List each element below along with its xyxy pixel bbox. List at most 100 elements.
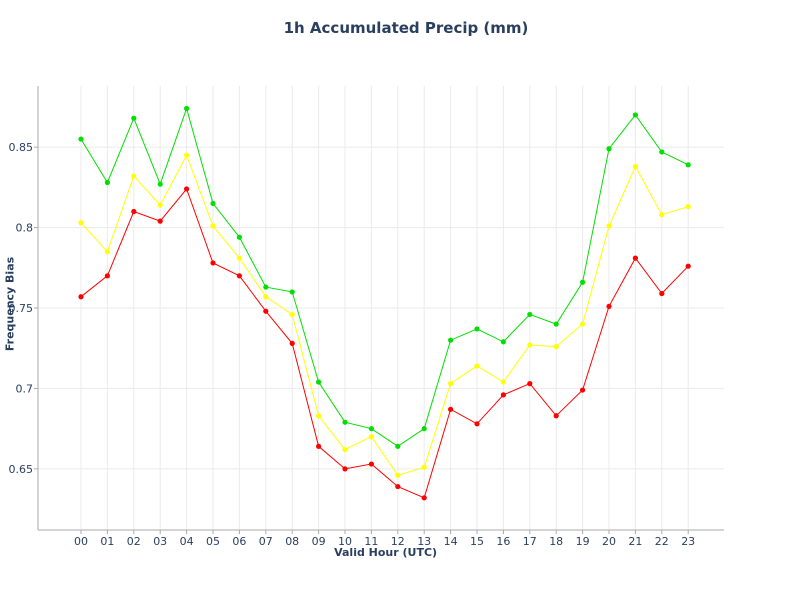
x-tick-label: 03 xyxy=(153,535,167,548)
data-point xyxy=(157,181,163,187)
data-point xyxy=(474,421,480,427)
x-tick-label: 12 xyxy=(391,535,405,548)
tick-labels: 0.65 0.7 0.75 0.8 0.85 00 01 02 03 04 05 06 07 08 09 10… xyxy=(9,141,696,548)
data-point xyxy=(500,379,506,385)
data-point xyxy=(474,326,480,332)
x-tick-label: 04 xyxy=(180,535,194,548)
x-tick-label: 20 xyxy=(602,535,616,548)
data-point xyxy=(395,443,401,449)
x-tick-label: 09 xyxy=(312,535,326,548)
data-point xyxy=(421,495,427,501)
data-point xyxy=(368,461,374,467)
x-tick-label: 11 xyxy=(364,535,378,548)
data-point xyxy=(289,311,295,318)
data-point xyxy=(210,260,216,266)
data-point xyxy=(236,255,242,261)
data-point xyxy=(78,136,84,142)
data-point xyxy=(606,303,612,309)
x-tick-label: 23 xyxy=(681,535,695,548)
series-2 xyxy=(78,186,691,501)
data-point xyxy=(316,379,322,385)
x-tick-label: 17 xyxy=(523,535,537,548)
data-point xyxy=(685,204,691,210)
y-axis-label: Frequency Bias xyxy=(4,256,17,351)
data-point xyxy=(527,311,533,318)
data-point xyxy=(184,152,190,158)
series-1 xyxy=(78,152,691,478)
x-tick-label: 08 xyxy=(285,535,299,548)
series-0 xyxy=(78,105,691,449)
data-point xyxy=(104,249,110,255)
y-tick-label: 0.85 xyxy=(9,141,34,154)
series-line xyxy=(80,106,689,447)
data-point xyxy=(236,234,242,240)
data-point xyxy=(263,308,269,314)
data-point xyxy=(580,387,586,393)
x-tick-label: 16 xyxy=(496,535,510,548)
y-tick-label: 0.65 xyxy=(9,463,34,476)
x-axis-label: Valid Hour (UTC) xyxy=(334,546,437,559)
data-point xyxy=(580,279,586,285)
x-tick-label: 06 xyxy=(232,535,246,548)
y-tick-label: 0.8 xyxy=(16,222,34,235)
data-point xyxy=(104,273,110,279)
data-point xyxy=(289,340,295,346)
chart-title: 1h Accumulated Precip (mm) xyxy=(283,19,529,37)
data-point xyxy=(316,443,322,449)
x-tick-label: 18 xyxy=(549,535,563,548)
x-tick-label: 19 xyxy=(576,535,590,548)
data-point xyxy=(527,381,533,387)
data-point xyxy=(131,115,137,121)
data-point xyxy=(632,163,639,170)
data-point xyxy=(395,472,401,478)
y-tick-label: 0.7 xyxy=(16,382,34,395)
x-tick-label: 00 xyxy=(74,535,88,548)
data-point xyxy=(632,112,639,118)
data-point xyxy=(210,200,216,207)
data-point xyxy=(289,289,295,295)
data-point xyxy=(184,105,190,112)
x-tick-label: 07 xyxy=(259,535,273,548)
data-point xyxy=(527,342,533,348)
data-point xyxy=(685,263,691,269)
data-point xyxy=(685,162,691,168)
data-point xyxy=(580,321,586,327)
data-point xyxy=(395,483,401,490)
series-lines xyxy=(78,105,691,501)
data-point xyxy=(421,426,427,432)
data-point xyxy=(553,413,559,419)
data-point xyxy=(421,464,427,470)
x-tick-label: 15 xyxy=(470,535,484,548)
data-point xyxy=(131,208,137,215)
data-point xyxy=(448,381,454,387)
data-point xyxy=(210,223,216,229)
x-tick-label: 21 xyxy=(628,535,642,548)
data-point xyxy=(368,434,374,440)
data-point xyxy=(131,173,137,179)
x-tick-label: 14 xyxy=(444,535,458,548)
series-line xyxy=(80,153,689,476)
data-point xyxy=(263,294,269,300)
data-point xyxy=(659,212,665,218)
data-point xyxy=(632,255,639,261)
data-point xyxy=(448,337,454,343)
data-point xyxy=(104,179,110,186)
data-point xyxy=(157,202,163,208)
data-point xyxy=(236,273,242,279)
data-point xyxy=(474,363,480,369)
x-tick-label: 01 xyxy=(100,535,114,548)
grid-lines xyxy=(38,86,724,530)
data-point xyxy=(316,413,322,419)
y-tick-label: 0.75 xyxy=(9,302,34,315)
x-tick-label: 22 xyxy=(655,535,669,548)
data-point xyxy=(448,406,454,412)
data-point xyxy=(553,344,559,350)
x-tick-label: 10 xyxy=(338,535,352,548)
data-point xyxy=(78,220,84,226)
data-point xyxy=(184,186,190,192)
data-point xyxy=(500,392,506,398)
x-tick-label: 05 xyxy=(206,535,220,548)
data-point xyxy=(342,466,348,472)
data-point xyxy=(368,426,374,432)
